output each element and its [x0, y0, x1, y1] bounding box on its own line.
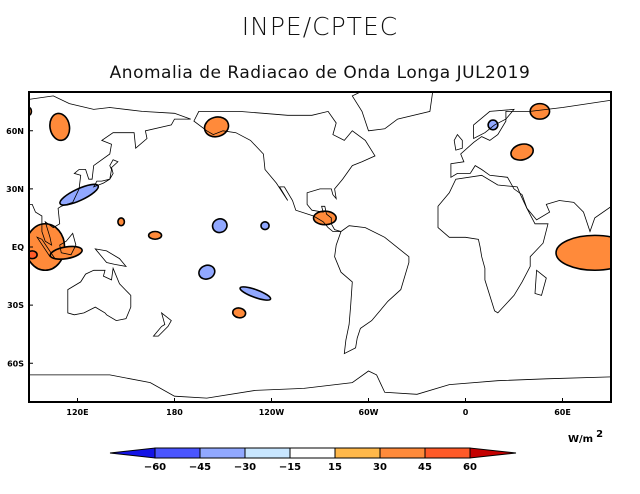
coastline-madagascar [534, 269, 547, 296]
positive-anomaly-region [555, 234, 611, 272]
positive-anomaly-region [49, 112, 71, 142]
coastline-british-isles [453, 133, 463, 151]
x-tick-label: 120W [259, 408, 285, 417]
colorbar-label: −60 [144, 462, 166, 473]
negative-anomaly-region [260, 221, 270, 231]
colorbar-label: −15 [279, 462, 301, 473]
coastline-antarctica [29, 370, 611, 399]
colorbar-high-arrow [469, 447, 517, 459]
negative-anomaly-region [487, 119, 499, 131]
colorbar-bin [244, 447, 291, 459]
coastline-japan [92, 159, 119, 188]
positive-anomaly-region [49, 245, 83, 260]
positive-anomaly-region [231, 307, 247, 319]
positive-anomaly-region [147, 230, 163, 241]
colorbar-bin [289, 447, 336, 459]
colorbar-label: 15 [328, 462, 342, 473]
x-tick-label: 60E [554, 408, 571, 417]
coastline-borneo [59, 232, 77, 256]
coastline-scandinavia [473, 108, 515, 140]
anomaly-layer [29, 102, 611, 319]
y-tick-label: 60S [7, 359, 24, 368]
negative-anomaly-region [59, 183, 100, 206]
x-tick-label: 60W [359, 408, 379, 417]
x-tick-label: 180 [166, 408, 183, 417]
y-tick-label: 60N [6, 127, 24, 136]
map-frame [28, 91, 612, 403]
x-tick-label: 0 [463, 408, 469, 417]
coastline-australia [67, 266, 132, 322]
x-tick-label: 120E [66, 408, 88, 417]
colorbar-bin [334, 447, 381, 459]
positive-anomaly-region [312, 210, 337, 226]
coastlines [29, 92, 611, 399]
coastline-greenland [351, 92, 434, 132]
colorbar: −60 −45 −30 −15 15 30 45 60 [109, 447, 517, 473]
colorbar-bin [199, 447, 246, 459]
colorbar-bin [154, 447, 201, 459]
colorbar-bin [379, 447, 426, 459]
coastline-eurasia-west [450, 99, 611, 233]
y-tick-label: EQ [12, 243, 24, 252]
coastline-sumatra [36, 236, 56, 260]
coastline-eurasia-east [29, 95, 191, 246]
positive-anomaly-region [203, 116, 230, 138]
y-tick-label: 30N [6, 185, 24, 194]
page-title: INPE/CPTEC [241, 12, 399, 41]
negative-anomaly-region [211, 218, 228, 234]
colorbar-label: −30 [234, 462, 256, 473]
units-label: W/m 2 [568, 429, 603, 445]
coastline-north-america [193, 110, 376, 232]
colorbar-label: 60 [463, 462, 477, 473]
negative-anomaly-region [198, 264, 216, 280]
coastline-south-america [334, 225, 410, 355]
coastline-new-guinea [94, 248, 128, 267]
colorbar-bin [424, 447, 471, 459]
axis-ticks: 120E 180 120W 60W 0 60E 60N 30N EQ 30S 60S [6, 127, 571, 417]
coastline-africa [437, 174, 549, 314]
positive-anomaly-region [29, 250, 38, 260]
coastline-new-zealand [152, 311, 172, 337]
colorbar-label: 45 [418, 462, 432, 473]
colorbar-low-arrow [109, 447, 156, 459]
map-subtitle: Anomalia de Radiacao de Onda Longa JUL20… [109, 63, 531, 83]
positive-anomaly-region [510, 143, 534, 161]
positive-anomaly-region [117, 217, 126, 227]
colorbar-label: −45 [189, 462, 211, 473]
y-tick-label: 30S [7, 301, 24, 310]
colorbar-label: 30 [373, 462, 387, 473]
negative-anomaly-region [239, 286, 272, 301]
